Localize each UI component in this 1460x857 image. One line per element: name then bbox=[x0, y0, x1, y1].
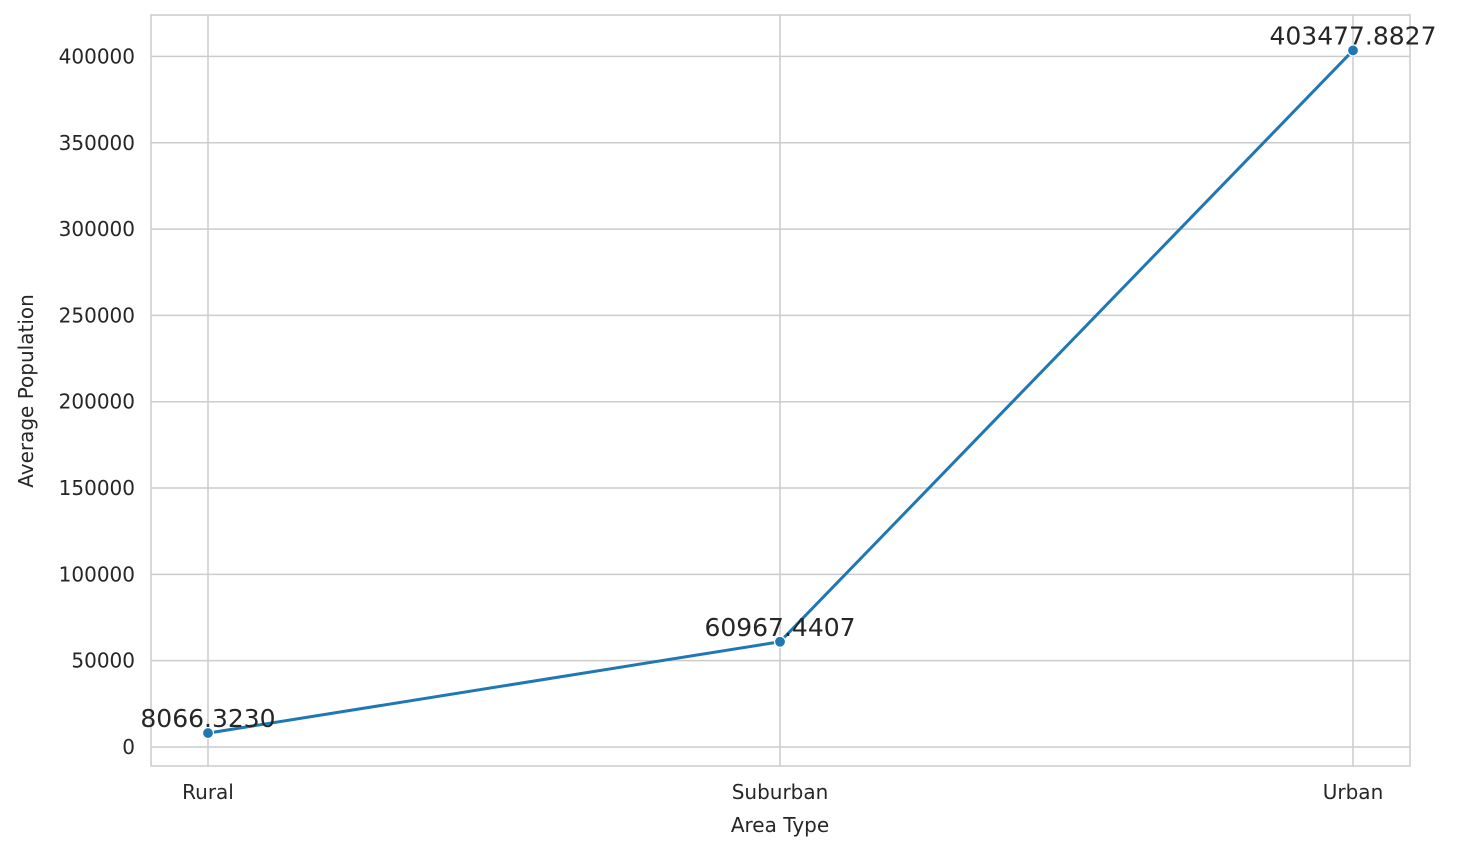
x-tick-label: Suburban bbox=[732, 780, 829, 804]
y-tick-label: 350000 bbox=[59, 131, 135, 155]
y-tick-label: 250000 bbox=[59, 303, 135, 327]
x-axis-title: Area Type bbox=[731, 813, 829, 837]
y-tick-label: 400000 bbox=[59, 44, 135, 68]
y-tick-label: 150000 bbox=[59, 476, 135, 500]
y-axis: 0 50000 100000 150000 200000 250000 300000 3500… bbox=[59, 44, 135, 759]
plot-frame bbox=[150, 14, 1411, 767]
grid bbox=[151, 15, 1410, 766]
x-axis: Rural Suburban Urban bbox=[182, 780, 1383, 804]
data-point bbox=[773, 635, 787, 648]
y-axis-title: Average Population bbox=[14, 294, 38, 488]
y-tick-label: 50000 bbox=[71, 649, 135, 673]
y-tick-label: 0 bbox=[122, 735, 135, 759]
data-label: 403477.8827 bbox=[1269, 21, 1436, 50]
data-label: 60967.4407 bbox=[704, 613, 855, 642]
data-point bbox=[201, 726, 215, 740]
y-tick-label: 100000 bbox=[59, 562, 135, 586]
data-labels: 8066.3230 60967.4407 403477.8827 bbox=[140, 21, 1436, 733]
data-point bbox=[1346, 44, 1360, 57]
y-tick-label: 300000 bbox=[59, 217, 135, 241]
x-tick-label: Rural bbox=[182, 780, 234, 804]
y-tick-label: 200000 bbox=[59, 390, 135, 414]
x-tick-label: Urban bbox=[1323, 780, 1384, 804]
data-label: 8066.3230 bbox=[140, 704, 275, 733]
series bbox=[201, 44, 1360, 740]
